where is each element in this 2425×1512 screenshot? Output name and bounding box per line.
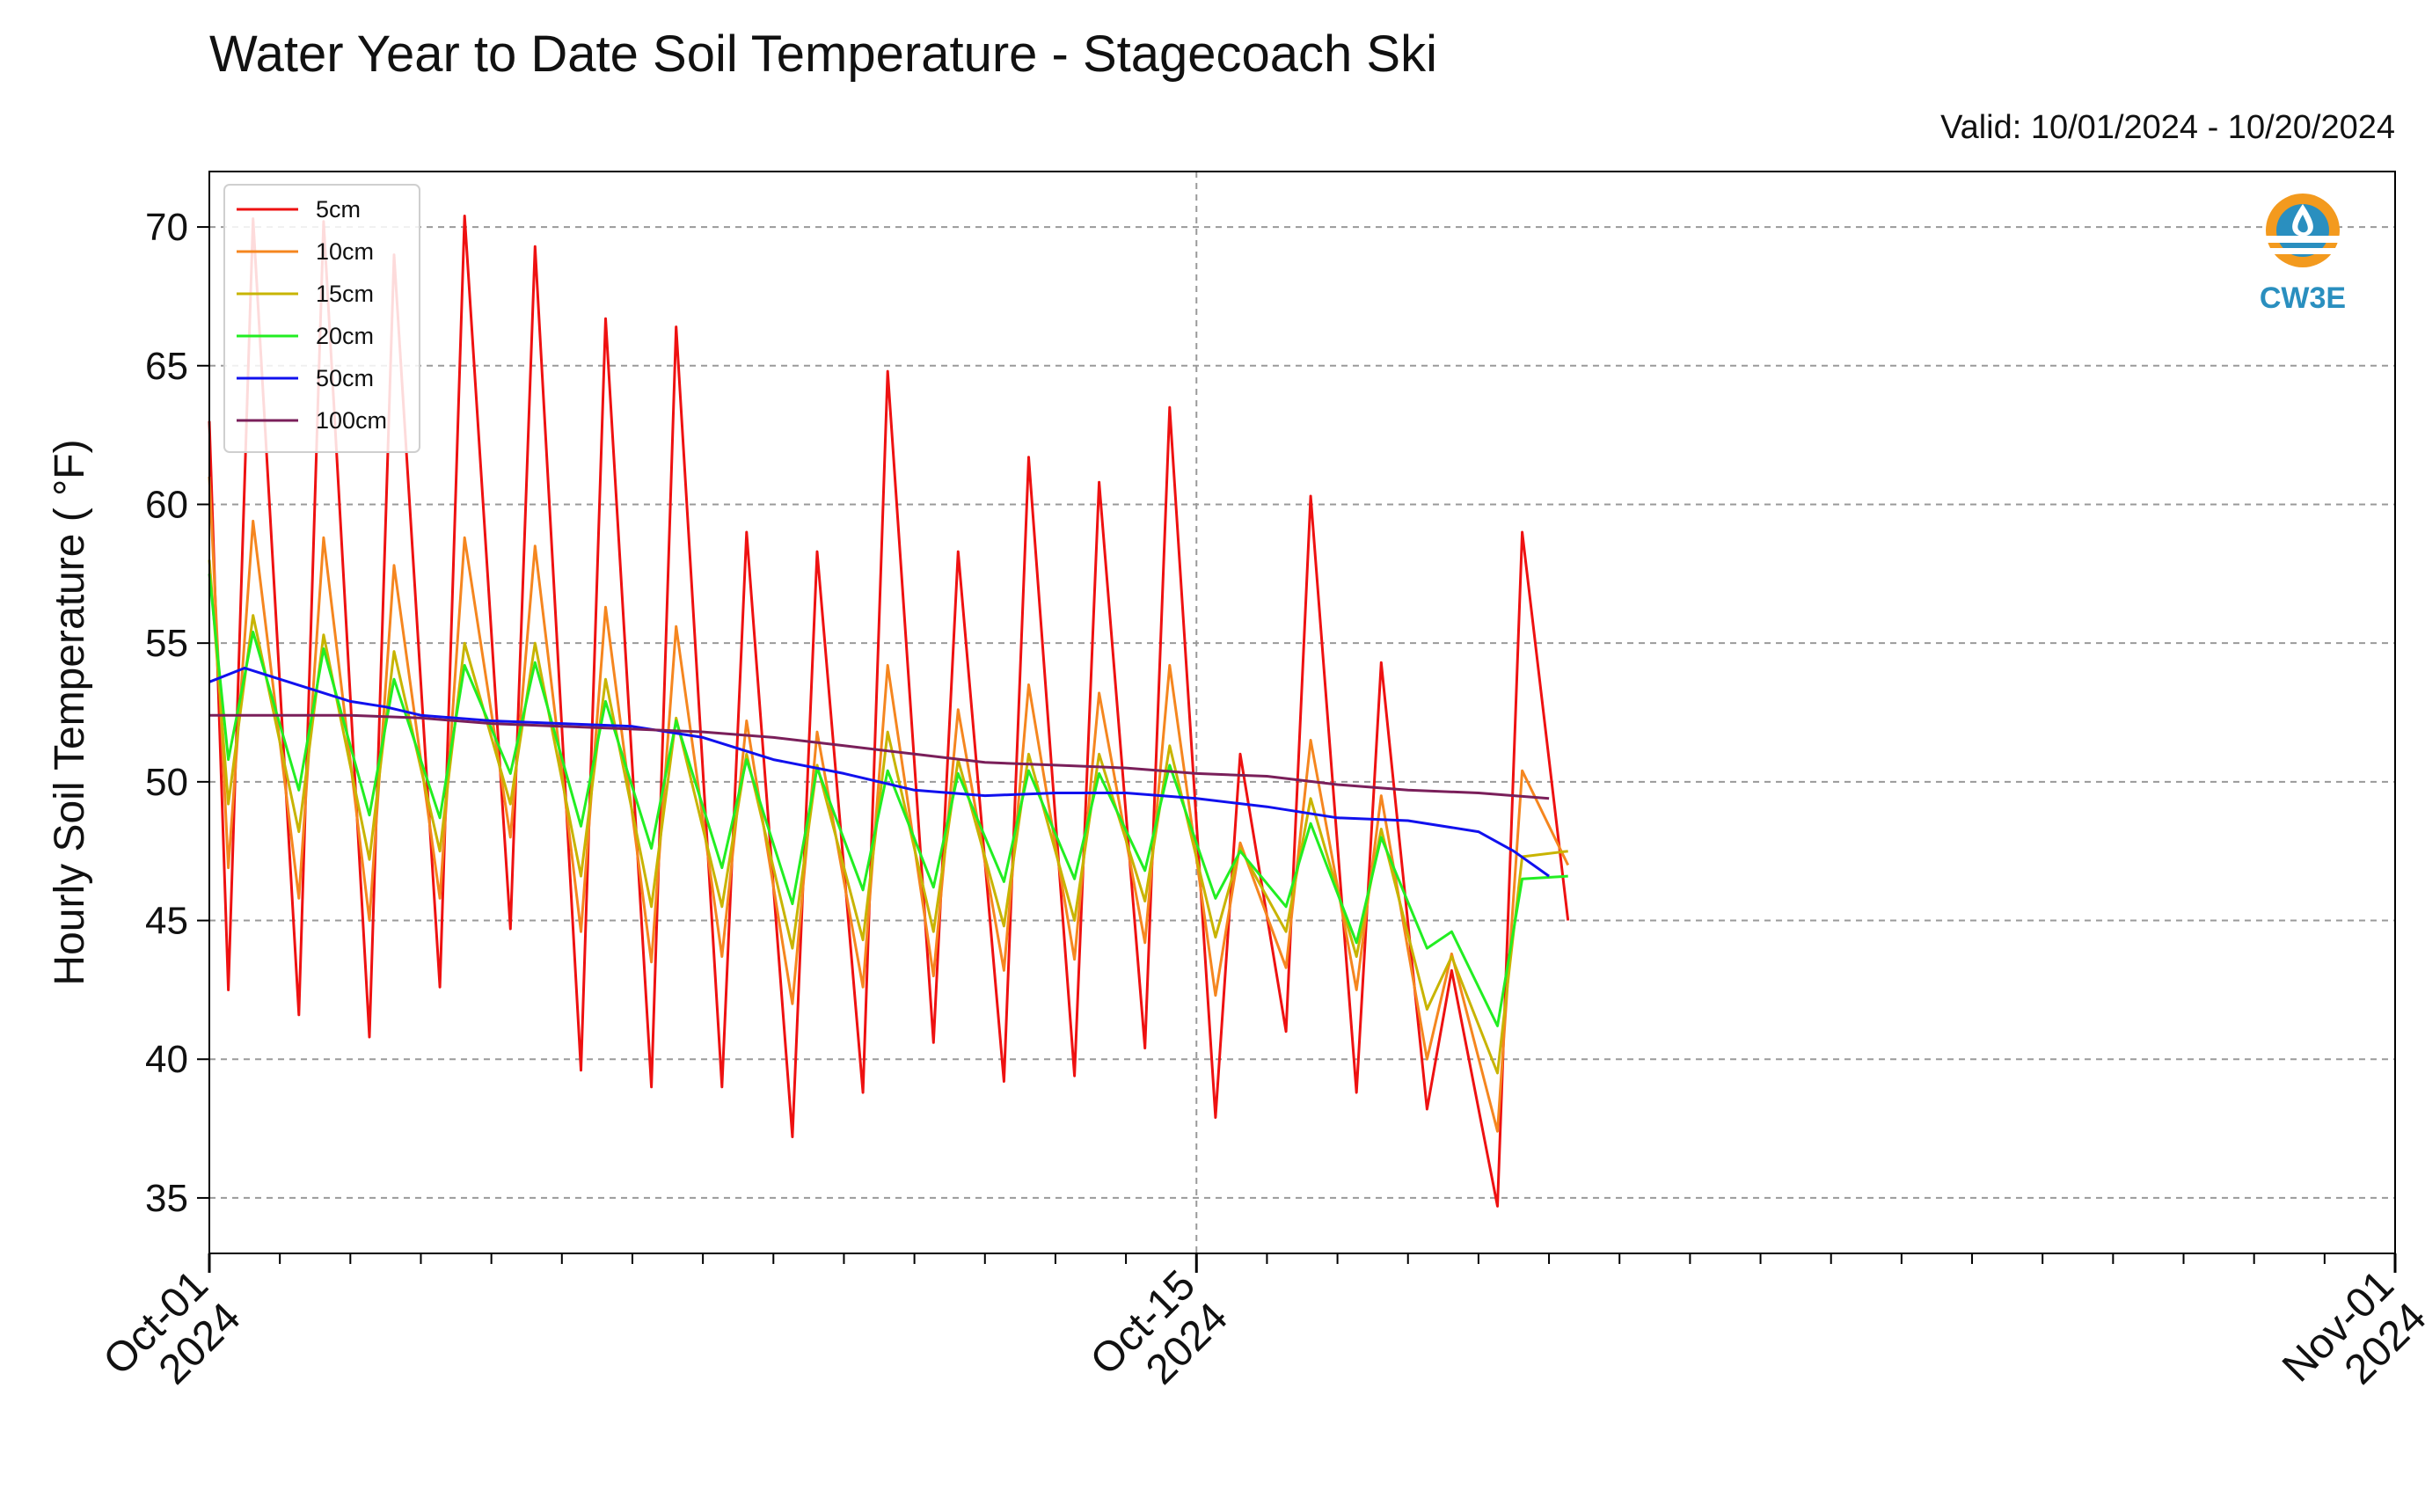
series-line-15cm [208,559,1568,1075]
series-lines [208,215,1570,1208]
y-tick-label: 60 [145,483,188,526]
logo-wave-band-2 [2266,248,2340,254]
legend-label-100cm: 100cm [316,407,387,434]
legend-label-50cm: 50cm [316,365,374,391]
series-line-5cm [208,215,1570,1208]
y-tick-label: 45 [145,900,188,943]
series-line-20cm [208,573,1568,1027]
y-tick-label: 35 [145,1177,188,1220]
grid-lines [209,172,2395,1253]
y-axis: 35 40 45 50 55 60 65 70 [145,206,209,1220]
y-tick-label: 50 [145,761,188,804]
cw3e-logo: CW3E [2260,194,2346,315]
y-tick-label: 40 [145,1038,188,1081]
series-line-50cm [208,667,1550,878]
y-axis-label: Hourly Soil Temperature ( °F) [47,439,93,985]
plot-area-frame [208,171,2396,1254]
legend-label-15cm: 15cm [316,281,374,307]
legend: 5cm 10cm 15cm 20cm 50cm 100cm [223,184,420,453]
legend-label-10cm: 10cm [316,238,374,265]
drop-inner-icon [2297,215,2308,233]
series-line-100cm [209,713,1550,800]
logo-wave-band [2266,236,2340,243]
y-tick-label: 55 [145,622,188,665]
legend-label-20cm: 20cm [316,323,374,349]
valid-date-range: Valid: 10/01/2024 - 10/20/2024 [1940,109,2395,146]
legend-label-5cm: 5cm [316,196,361,223]
y-tick-label: 70 [145,206,188,249]
chart-title: Water Year to Date Soil Temperature - St… [209,26,1437,83]
logo-text: CW3E [2260,281,2346,315]
y-tick-label: 65 [145,345,188,388]
